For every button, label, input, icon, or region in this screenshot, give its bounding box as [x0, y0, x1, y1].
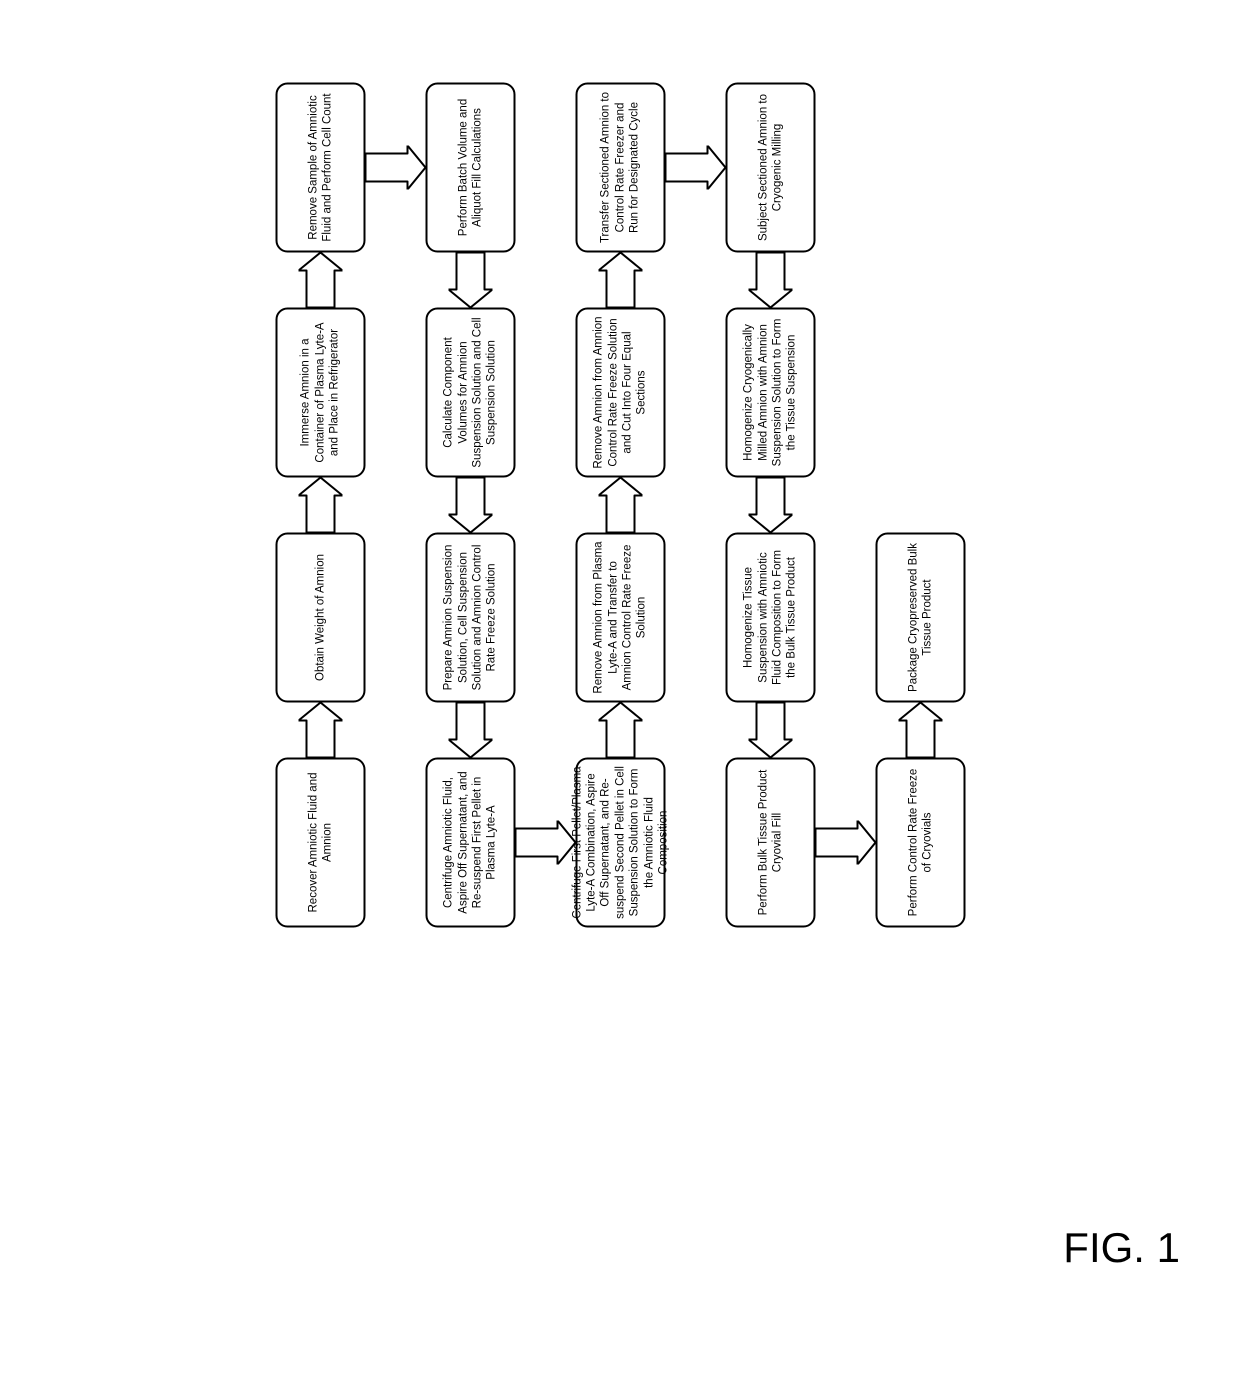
flowchart-node: Subject Sectioned Amnion to Cryogenic Mi…: [725, 83, 815, 253]
figure-label: FIG. 1: [1063, 1224, 1180, 1272]
flowchart-arrow: [815, 821, 875, 865]
flowchart-arrow: [598, 478, 642, 533]
flowchart-arrow: [298, 478, 342, 533]
flowchart-node: Perform Control Rate Freeze of Cryovials: [875, 758, 965, 928]
flowchart-arrow: [448, 478, 492, 533]
flowchart-arrow: [298, 253, 342, 308]
flowchart-arrow: [748, 253, 792, 308]
flowchart-arrow: [748, 478, 792, 533]
flowchart-node: Obtain Weight of Amnion: [275, 533, 365, 703]
flowchart-node: Immerse Amnion in a Container of Plasma …: [275, 308, 365, 478]
flowchart-node: Remove Amnion from Amnion Control Rate F…: [575, 308, 665, 478]
flowchart-node: Perform Bulk Tissue Product Cryovial Fil…: [725, 758, 815, 928]
flowchart-node: Calculate Component Volumes for Amnion S…: [425, 308, 515, 478]
flowchart-node: Homogenize Tissue Suspension with Amniot…: [725, 533, 815, 703]
flowchart-node: Homogenize Cryogenically Milled Amnion w…: [725, 308, 815, 478]
flowchart-node: Package Cryopreserved Bulk Tissue Produc…: [875, 533, 965, 703]
flowchart-arrow: [448, 703, 492, 758]
flowchart-container: Recover Amniotic Fluid and Amnion Obtain …: [275, 83, 965, 928]
flowchart-arrow: [598, 703, 642, 758]
flowchart-arrow: [898, 703, 942, 758]
flowchart-arrow: [665, 146, 725, 190]
flowchart-node: Remove Amnion from Plasma Lyte-A and Tra…: [575, 533, 665, 703]
flowchart-node: Perform Batch Volume and Aliquot Fill Ca…: [425, 83, 515, 253]
flowchart-node: Prepare Amnion Suspension Solution, Cell…: [425, 533, 515, 703]
flowchart-arrow: [598, 253, 642, 308]
flowchart-node: Remove Sample of Amniotic Fluid and Perf…: [275, 83, 365, 253]
flowchart-arrow: [515, 821, 575, 865]
flowchart-arrow: [748, 703, 792, 758]
flowchart-node: Transfer Sectioned Amnion to Control Rat…: [575, 83, 665, 253]
flowchart-arrow: [448, 253, 492, 308]
flowchart-arrow: [298, 703, 342, 758]
flowchart-node: Recover Amniotic Fluid and Amnion: [275, 758, 365, 928]
flowchart-arrow: [365, 146, 425, 190]
flowchart-node: Centrifuge First Pellet/Plasma Lyte-A Co…: [575, 758, 665, 928]
flowchart-node: Centrifuge Amniotic Fluid, Aspire Off Su…: [425, 758, 515, 928]
